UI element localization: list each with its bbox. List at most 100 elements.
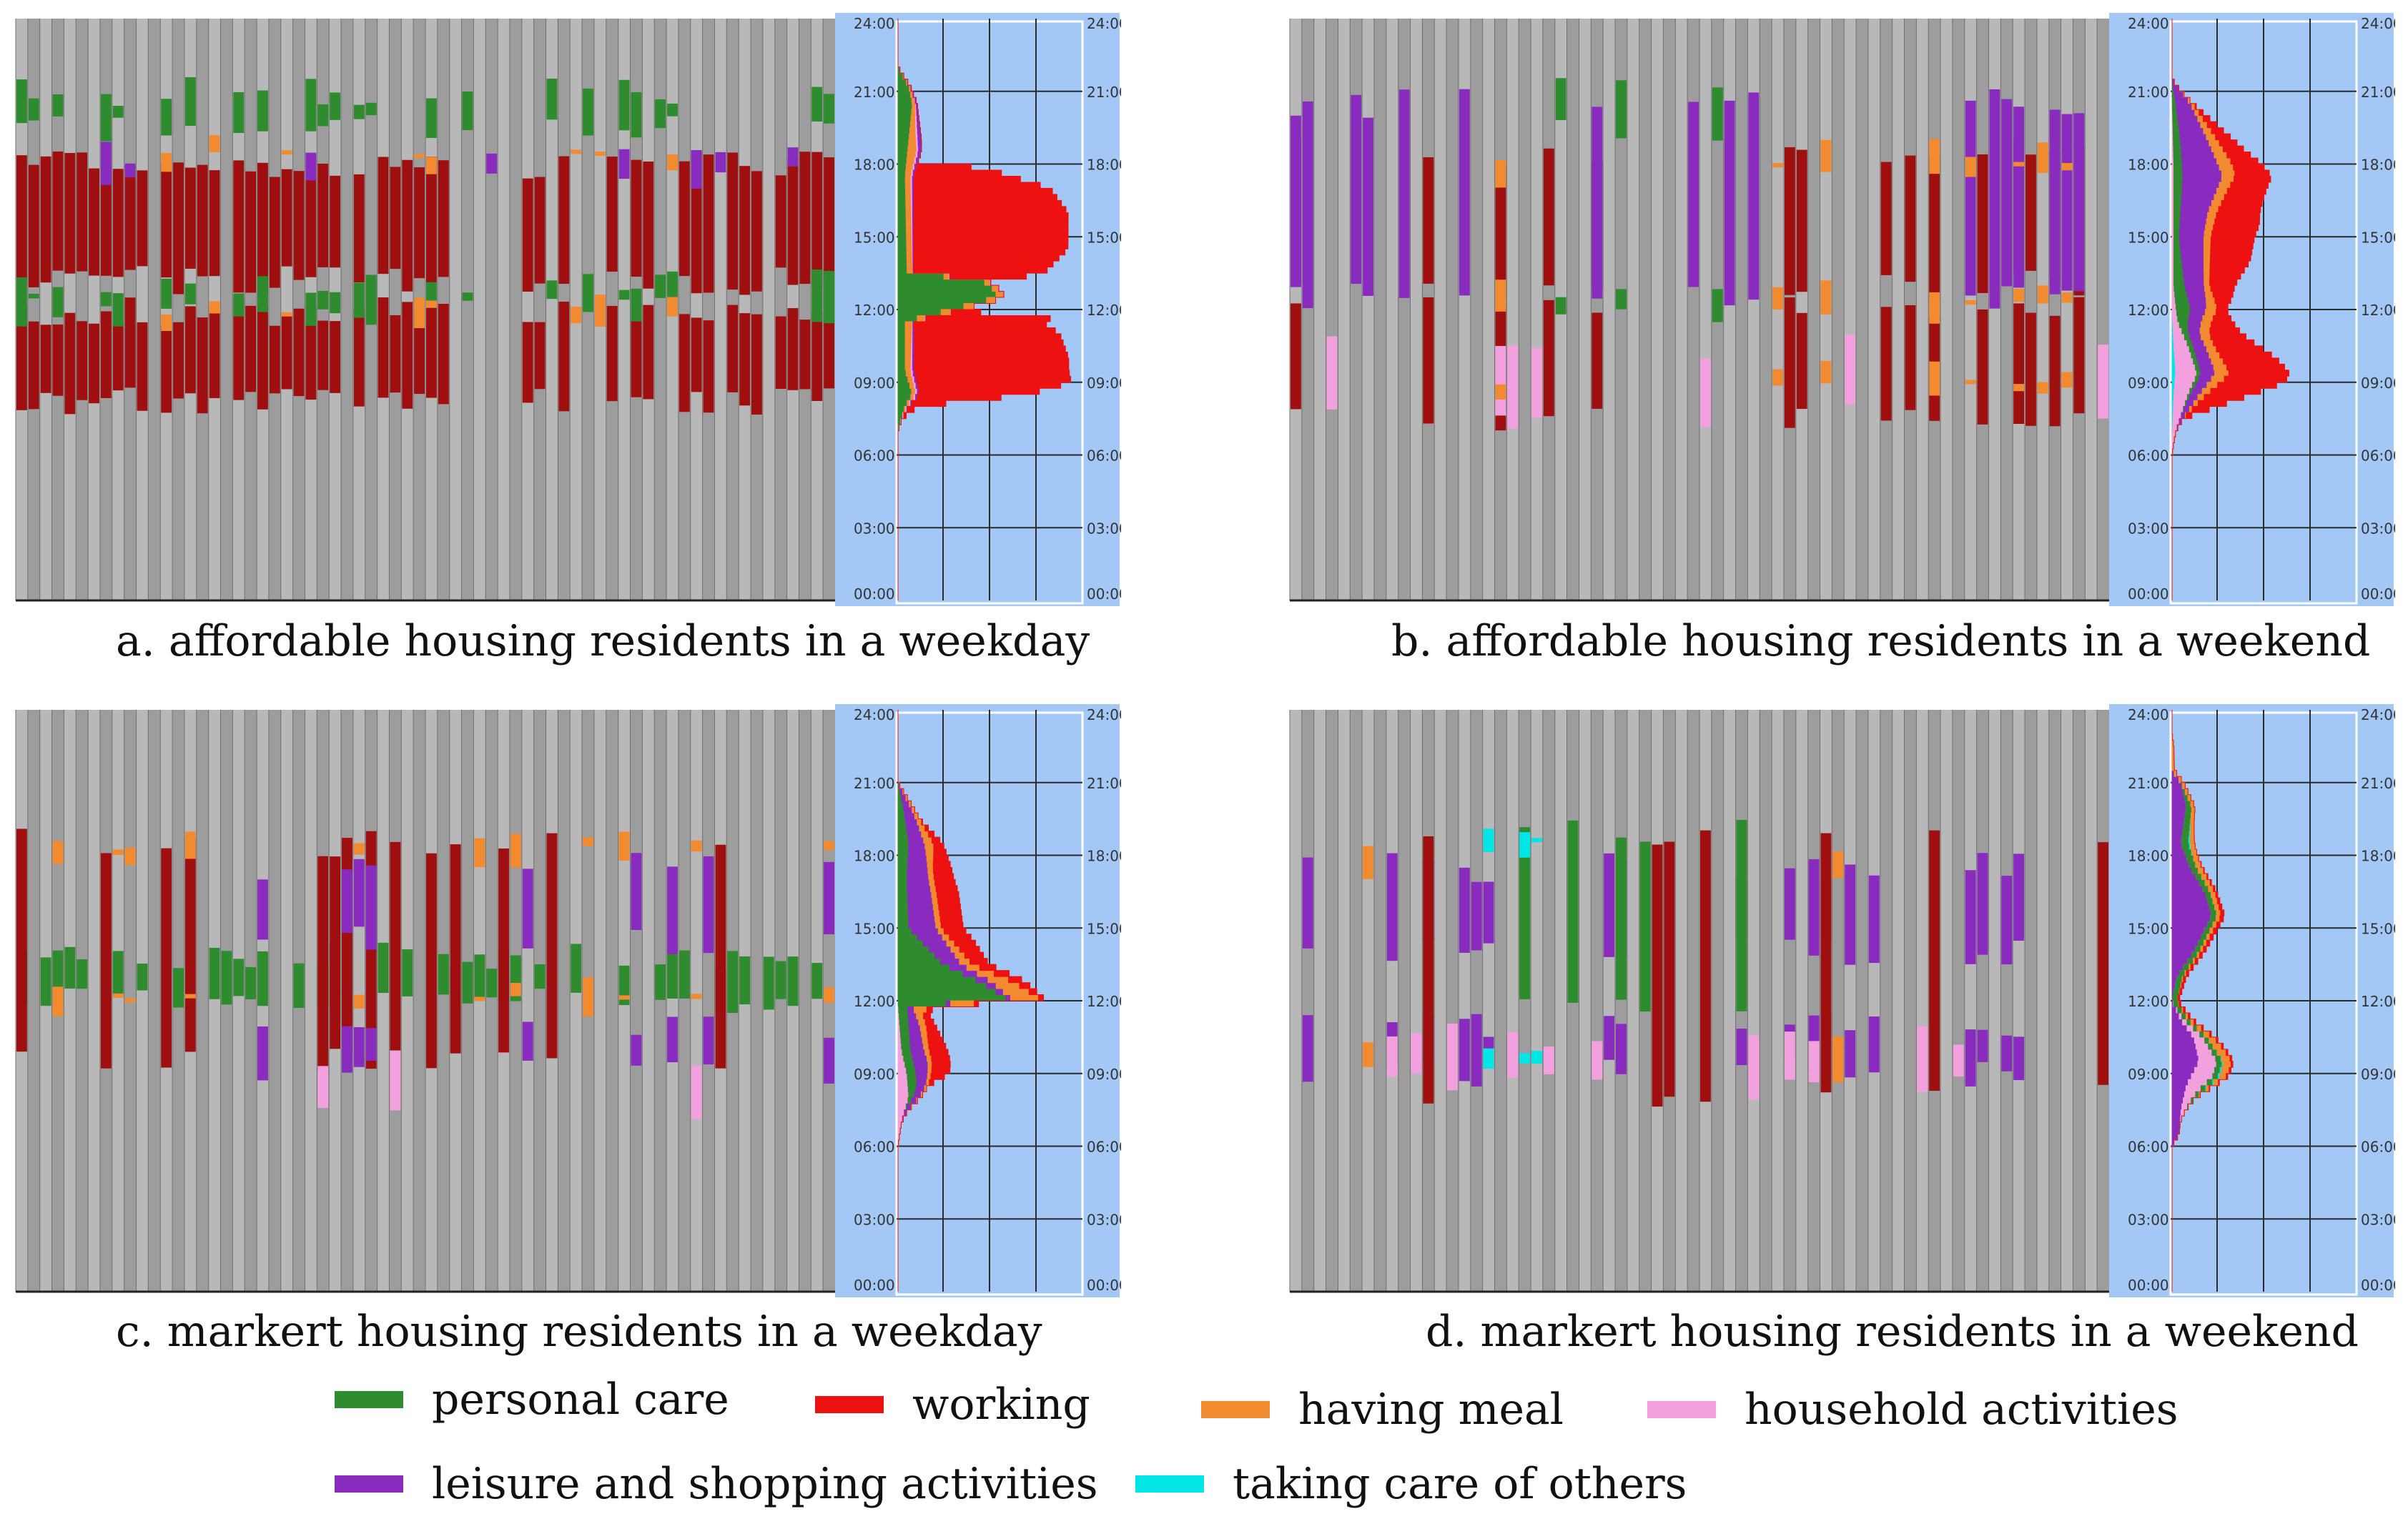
resident-column bbox=[2025, 710, 2037, 1292]
activity-working bbox=[534, 177, 546, 284]
resident-column bbox=[220, 19, 233, 600]
activity-leisure-and-shopping-activities bbox=[2049, 109, 2061, 295]
resident-column bbox=[654, 710, 667, 1292]
resident-column bbox=[1639, 19, 1652, 600]
tick-label-right: 00:00 bbox=[2361, 585, 2395, 603]
resident-column bbox=[546, 19, 558, 600]
activity-having-meal bbox=[1965, 300, 1976, 305]
resident-column bbox=[341, 19, 353, 600]
legend-item-taking-care-of-others: taking care of others bbox=[1135, 1455, 1687, 1513]
tick-label-left: 15:00 bbox=[854, 229, 895, 246]
activity-leisure-and-shopping-activities bbox=[305, 152, 317, 181]
resident-column bbox=[1301, 710, 1314, 1292]
legend-label-having-meal: having meal bbox=[1298, 1385, 1564, 1435]
activity-leisure-and-shopping-activities bbox=[1845, 864, 1856, 965]
resident-column bbox=[268, 710, 281, 1292]
tick-label-right: 09:00 bbox=[1087, 1066, 1121, 1083]
activity-having-meal bbox=[1820, 139, 1832, 172]
activity-personal-care bbox=[112, 293, 124, 327]
resident-column bbox=[1760, 19, 1772, 600]
tick-label-left: 12:00 bbox=[854, 993, 895, 1010]
resident-column bbox=[1747, 710, 1760, 1292]
resident-column bbox=[1904, 710, 1917, 1292]
tick-label-right: 15:00 bbox=[1087, 229, 1121, 246]
resident-column bbox=[1566, 19, 1579, 600]
resident-column bbox=[1554, 710, 1567, 1292]
activity-working bbox=[378, 157, 389, 274]
activity-having-meal bbox=[1820, 280, 1832, 315]
activity-household-activities bbox=[1808, 1041, 1820, 1083]
activity-personal-care bbox=[365, 102, 377, 116]
activity-working bbox=[414, 167, 425, 279]
activity-leisure-and-shopping-activities bbox=[522, 1021, 533, 1061]
resident-column bbox=[1952, 710, 1965, 1292]
activity-working bbox=[751, 314, 762, 415]
activity-personal-care bbox=[811, 963, 823, 999]
resident-column bbox=[196, 710, 209, 1292]
activity-household-activities bbox=[1495, 345, 1506, 416]
tick-label-left: 24:00 bbox=[2128, 706, 2169, 723]
activity-leisure-and-shopping-activities bbox=[1724, 100, 1735, 306]
activity-working bbox=[1784, 147, 1795, 295]
resident-column bbox=[305, 710, 317, 1292]
tick-label-left: 09:00 bbox=[2128, 375, 2169, 392]
activity-leisure-and-shopping-activities bbox=[1302, 857, 1313, 949]
resident-column bbox=[1988, 710, 2001, 1292]
activity-leisure-and-shopping-activities bbox=[667, 1016, 678, 1063]
activity-personal-care bbox=[534, 964, 546, 989]
activity-household-activities bbox=[1447, 1023, 1458, 1091]
activity-leisure-and-shopping-activities bbox=[1808, 859, 1820, 956]
legend-swatch-having-meal bbox=[1201, 1401, 1270, 1418]
activity-working bbox=[703, 320, 714, 413]
resident-column bbox=[1615, 19, 1627, 600]
activity-personal-care bbox=[679, 950, 690, 999]
activity-working bbox=[124, 165, 136, 270]
activity-leisure-and-shopping-activities bbox=[1748, 92, 1760, 300]
activity-leisure-and-shopping-activities bbox=[1604, 1016, 1615, 1060]
activity-leisure-and-shopping-activities bbox=[1291, 115, 1301, 287]
activity-personal-care bbox=[462, 961, 473, 1004]
activity-personal-care bbox=[16, 277, 27, 327]
tick-label-left: 00:00 bbox=[2128, 585, 2169, 603]
activity-leisure-and-shopping-activities bbox=[1471, 881, 1482, 951]
activity-household-activities bbox=[1507, 345, 1519, 429]
activity-working bbox=[606, 157, 618, 272]
tick-label-left: 09:00 bbox=[854, 375, 895, 392]
resident-column bbox=[1687, 710, 1699, 1292]
activity-working bbox=[775, 316, 786, 389]
activity-having-meal bbox=[1363, 846, 1373, 879]
resident-column bbox=[1964, 710, 1977, 1292]
resident-column bbox=[437, 710, 450, 1292]
activity-working bbox=[89, 168, 99, 276]
activity-working bbox=[606, 305, 618, 402]
resident-column bbox=[280, 710, 293, 1292]
activity-working bbox=[100, 167, 112, 276]
activity-working bbox=[426, 305, 437, 398]
time-axis-band-right bbox=[1085, 13, 1120, 606]
resident-column bbox=[1326, 710, 1338, 1292]
activity-leisure-and-shopping-activities bbox=[2001, 99, 2013, 287]
resident-column bbox=[2036, 19, 2049, 600]
activity-having-meal bbox=[184, 831, 196, 859]
activity-leisure-and-shopping-activities bbox=[100, 142, 112, 185]
activity-personal-care bbox=[1616, 80, 1627, 139]
activity-personal-care bbox=[486, 969, 498, 998]
activity-having-meal bbox=[583, 977, 593, 1017]
resident-column bbox=[377, 710, 390, 1292]
activity-working bbox=[426, 853, 437, 1069]
resident-column bbox=[136, 19, 149, 600]
activity-personal-care bbox=[257, 90, 268, 132]
activity-having-meal bbox=[209, 301, 220, 314]
resident-column bbox=[1542, 710, 1555, 1292]
activity-having-meal bbox=[112, 849, 124, 856]
activity-working bbox=[1664, 841, 1675, 1097]
tick-label-left: 03:00 bbox=[854, 1211, 895, 1228]
activity-working bbox=[775, 175, 786, 268]
activity-working bbox=[89, 323, 99, 404]
legend-label-household-activities: household activities bbox=[1745, 1385, 2178, 1435]
resident-column bbox=[678, 710, 691, 1292]
activity-personal-care bbox=[402, 949, 413, 996]
activity-working bbox=[184, 306, 196, 394]
resident-column bbox=[1735, 19, 1748, 600]
activity-leisure-and-shopping-activities bbox=[2013, 853, 2025, 941]
